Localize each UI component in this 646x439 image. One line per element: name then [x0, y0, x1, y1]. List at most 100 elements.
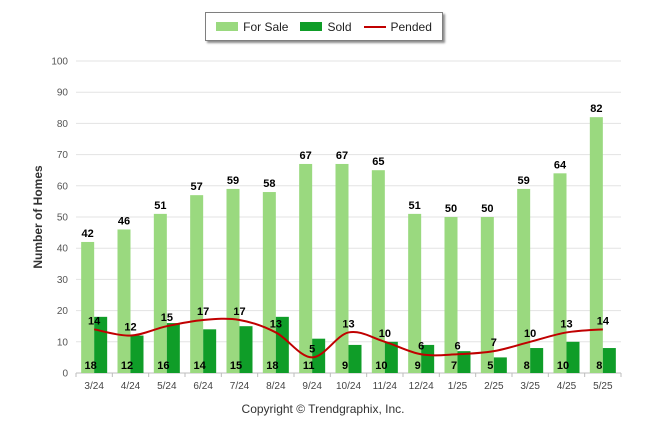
bar-for-sale	[262, 192, 276, 373]
bar-sold	[530, 348, 544, 373]
bar-for-sale	[589, 117, 603, 373]
y-tick-label: 40	[57, 244, 69, 255]
line-pended	[93, 317, 603, 359]
legend-swatch-pended	[363, 25, 386, 28]
bar-sold	[384, 341, 398, 373]
x-tick-label: 9/24	[302, 381, 322, 392]
bar-for-sale	[153, 213, 167, 373]
data-label-pended: 6	[454, 340, 460, 352]
bar-sold	[602, 348, 616, 373]
x-tick-label: 7/24	[230, 381, 250, 392]
data-label-pended: 13	[342, 318, 354, 330]
data-label-sold: 11	[303, 360, 315, 372]
data-label-sold: 16	[157, 360, 169, 372]
bar-sold	[493, 357, 507, 373]
bar-sold	[239, 326, 253, 373]
x-tick-label: 5/25	[593, 381, 613, 392]
data-label-sold: 15	[230, 360, 242, 372]
data-label-sold: 10	[557, 360, 569, 372]
y-tick-label: 50	[57, 213, 69, 224]
data-label-pended: 10	[524, 328, 536, 340]
y-tick-label: 30	[57, 275, 69, 286]
data-label-pended: 5	[309, 343, 315, 355]
bar-for-sale	[117, 229, 131, 373]
bar-sold	[166, 323, 180, 373]
data-label-pended: 13	[560, 318, 572, 330]
y-tick-label: 100	[51, 57, 68, 68]
data-label-for-sale: 50	[445, 203, 457, 215]
x-tick-label: 3/25	[520, 381, 540, 392]
legend-label-for-sale: For Sale	[243, 19, 289, 34]
legend-label-sold: Sold	[327, 19, 352, 34]
x-tick-label: 12/24	[409, 381, 434, 392]
x-tick-label: 8/24	[266, 381, 286, 392]
data-label-sold: 9	[415, 360, 421, 372]
legend-swatch-for-sale	[216, 22, 239, 31]
bar-for-sale	[517, 188, 531, 373]
data-label-for-sale: 51	[409, 200, 421, 212]
data-label-for-sale: 59	[227, 175, 239, 187]
data-label-sold: 8	[524, 360, 530, 372]
data-label-for-sale: 58	[263, 178, 275, 190]
data-label-pended: 7	[491, 337, 497, 349]
data-label-for-sale: 46	[118, 215, 130, 227]
data-label-for-sale: 51	[154, 200, 166, 212]
x-tick-label: 10/24	[336, 381, 361, 392]
data-label-pended: 14	[597, 315, 610, 327]
y-axis-title: Number of Homes	[31, 165, 45, 269]
data-label-for-sale: 59	[518, 175, 530, 187]
data-label-for-sale: 67	[300, 150, 312, 162]
legend-swatch-sold	[300, 22, 323, 31]
x-tick-label: 4/24	[121, 381, 141, 392]
legend: For Sale Sold Pended	[205, 12, 443, 41]
data-label-sold: 18	[85, 360, 97, 372]
bar-sold	[421, 344, 435, 373]
x-tick-label: 6/24	[193, 381, 213, 392]
data-label-pended: 14	[88, 315, 101, 327]
bar-for-sale	[335, 163, 349, 373]
data-label-for-sale: 57	[191, 181, 203, 193]
data-label-pended: 6	[418, 340, 424, 352]
bar-sold	[566, 341, 580, 373]
bar-for-sale	[226, 188, 240, 373]
y-tick-label: 70	[57, 150, 69, 161]
data-label-for-sale: 67	[336, 150, 348, 162]
bar-for-sale	[480, 217, 494, 373]
y-tick-label: 10	[57, 337, 69, 348]
legend-item-for-sale[interactable]: For Sale	[216, 20, 288, 34]
data-label-sold: 8	[596, 360, 602, 372]
bar-sold	[457, 351, 471, 373]
legend-item-pended[interactable]: Pended	[363, 19, 432, 34]
legend-label-pended: Pended	[390, 19, 432, 34]
data-label-for-sale: 65	[372, 156, 384, 168]
data-label-for-sale: 50	[481, 203, 493, 215]
bar-for-sale	[190, 195, 204, 373]
x-tick-label: 5/24	[157, 381, 177, 392]
y-tick-label: 90	[57, 88, 69, 99]
x-tick-label: 2/25	[484, 381, 504, 392]
bar-sold	[275, 316, 289, 373]
data-label-sold: 9	[342, 360, 348, 372]
data-label-sold: 5	[487, 360, 493, 372]
y-tick-label: 80	[57, 119, 69, 130]
x-tick-label: 11/24	[373, 381, 398, 392]
bar-sold	[348, 344, 362, 373]
data-label-for-sale: 42	[82, 228, 94, 240]
bar-for-sale	[408, 213, 422, 373]
bar-for-sale	[444, 217, 458, 373]
data-label-pended: 13	[270, 318, 282, 330]
bar-for-sale	[81, 241, 95, 373]
data-label-sold: 7	[451, 360, 457, 372]
data-label-sold: 14	[194, 360, 207, 372]
bar-sold	[130, 335, 144, 373]
copyright-text: Copyright © Trendgraphix, Inc.	[241, 402, 405, 416]
data-label-sold: 10	[375, 360, 387, 372]
x-tick-label: 1/25	[448, 381, 468, 392]
y-tick-label: 0	[62, 369, 68, 380]
data-label-pended: 10	[379, 328, 391, 340]
bar-for-sale	[299, 163, 313, 373]
legend-item-sold[interactable]: Sold	[300, 19, 352, 34]
x-tick-label: 3/24	[84, 381, 104, 392]
